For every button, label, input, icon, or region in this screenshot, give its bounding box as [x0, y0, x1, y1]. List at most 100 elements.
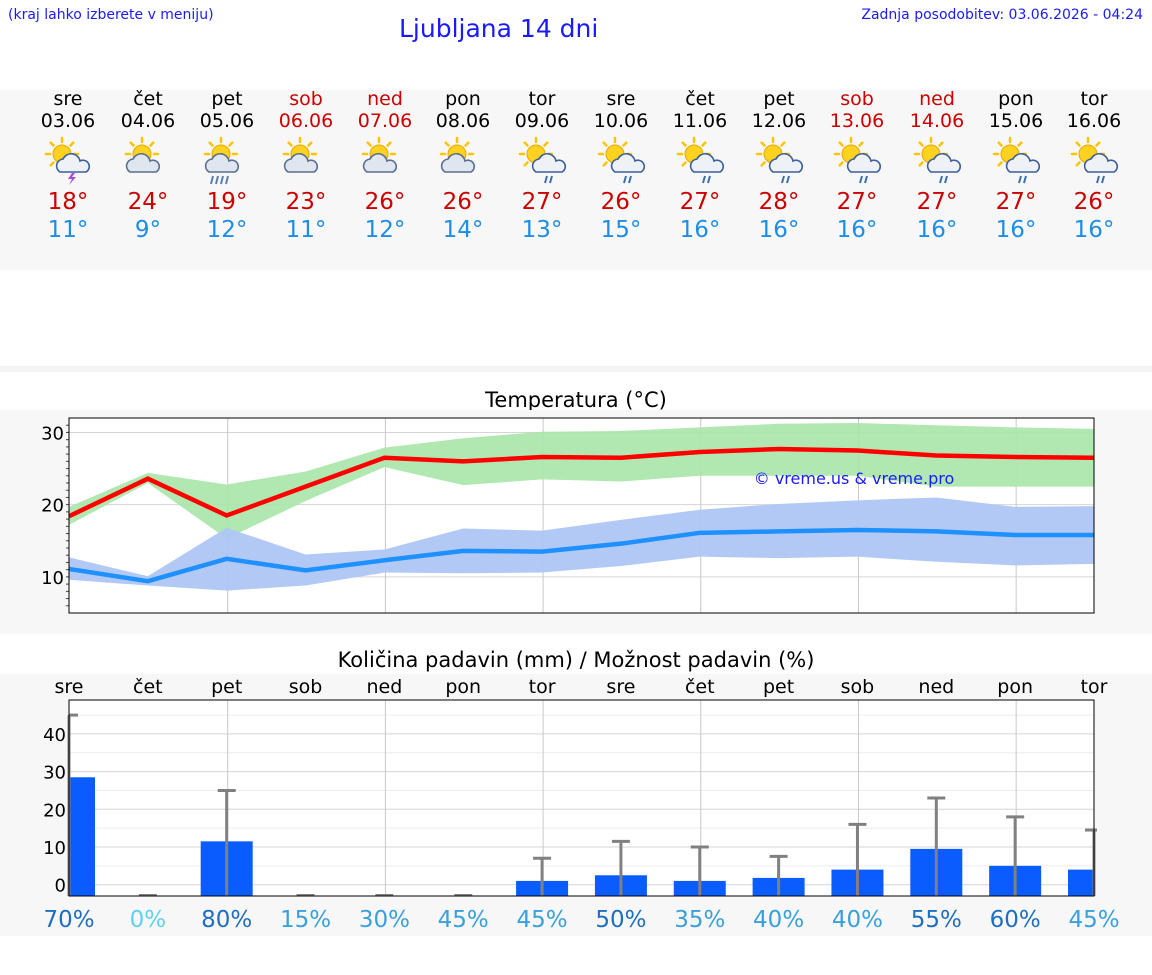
- precip-probability-label: 30%: [359, 907, 410, 933]
- precipitation-chart-panel: sre čet pet sob ned pon tor sre čet pet sob ned pon t…: [0, 674, 1152, 936]
- min-temp-line: [68, 527, 1094, 584]
- max-temperature: 27°: [521, 189, 563, 215]
- max-temp-line: [68, 446, 1095, 519]
- cloud-part: [768, 153, 804, 173]
- day-name: sre: [606, 88, 636, 110]
- day-name: ned: [367, 88, 403, 110]
- y-tick-label: 10: [43, 838, 66, 859]
- precip-bar: [1068, 869, 1094, 896]
- day-column: tor 09.06 27° 13°: [503, 88, 582, 244]
- min-temperature: 13°: [521, 217, 563, 243]
- day-name: pet: [211, 88, 243, 110]
- cloud-part: [362, 153, 398, 173]
- precip-probability-label: 80%: [201, 907, 252, 933]
- sun-cloud-icon: [346, 136, 425, 188]
- min-temperature: 11°: [47, 217, 89, 243]
- day-column: pet 12.06 28° 16°: [740, 88, 819, 244]
- x-day-label: pet: [211, 676, 242, 698]
- day-name: sob: [840, 88, 874, 110]
- sun-cloud-icon: [109, 136, 188, 188]
- day-name: sre: [53, 88, 83, 110]
- sun-cloud-rain-icon: [503, 136, 582, 188]
- plot-border: [68, 417, 1095, 614]
- min-temperature: 16°: [1073, 217, 1115, 243]
- day-name: pon: [998, 88, 1034, 110]
- cloud-part: [283, 153, 319, 173]
- x-day-label: sob: [289, 676, 323, 698]
- day-name: tor: [528, 88, 556, 110]
- sun-cloud-rain-icon: [898, 136, 977, 188]
- day-date: 04.06: [120, 110, 176, 132]
- precip-probability-label: 35%: [674, 907, 725, 933]
- location-hint-link[interactable]: (kraj lahko izberete v meniju): [8, 7, 214, 23]
- day-column: sre 10.06 26° 15°: [582, 88, 661, 244]
- min-temperature: 15°: [600, 217, 642, 243]
- cloud-part: [204, 153, 240, 173]
- precip-probability-label: 55%: [911, 907, 962, 933]
- sun-cloud-rain-icon: [740, 136, 819, 188]
- y-tick-label: 20: [41, 496, 64, 517]
- precip-probability-label: 15%: [280, 907, 331, 933]
- day-date: 11.06: [672, 110, 728, 132]
- day-date: 12.06: [751, 110, 807, 132]
- precip-probability-label: 50%: [595, 907, 646, 933]
- x-day-label: pon: [997, 676, 1033, 698]
- divider: [0, 366, 1152, 372]
- min-temperature: 16°: [836, 217, 878, 243]
- day-column: ned 14.06 27° 16°: [898, 88, 977, 244]
- day-date: 10.06: [593, 110, 649, 132]
- sun-cloud-rain-icon: [977, 136, 1056, 188]
- max-temperature: 27°: [995, 189, 1037, 215]
- forecast-strip: sre 03.06 18° 11° čet 04.06 24° 9° pet 05.06 19° 12…: [0, 88, 1152, 270]
- precip-probability-label: 45%: [517, 907, 568, 933]
- precip-probability-label: 70%: [43, 907, 94, 933]
- min-temperature: 14°: [442, 217, 484, 243]
- max-temperature: 27°: [679, 189, 721, 215]
- min-temperature: 12°: [364, 217, 406, 243]
- min-temperature: 16°: [758, 217, 800, 243]
- day-date: 08.06: [435, 110, 491, 132]
- y-tick-label: 0: [55, 876, 66, 897]
- sun-cloud-rain-icon: [1055, 136, 1134, 188]
- max-temperature: 18°: [47, 189, 89, 215]
- cloud-part: [125, 153, 161, 173]
- max-temperature: 26°: [442, 189, 484, 215]
- y-tick-label: 10: [41, 568, 64, 589]
- min-temperature: 12°: [206, 217, 248, 243]
- day-column: pon 15.06 27° 16°: [977, 88, 1056, 244]
- day-column: čet 04.06 24° 9°: [109, 88, 188, 244]
- max-temperature: 26°: [600, 189, 642, 215]
- cloud-part: [689, 153, 725, 173]
- sun-cloud-icon: [424, 136, 503, 188]
- last-updated: Zadnja posodobitev: 03.06.2026 - 04:24: [861, 7, 1143, 23]
- y-tick-label: 20: [43, 800, 66, 821]
- max-temperature: 26°: [364, 189, 406, 215]
- sun-cloud-rain-icon: [661, 136, 740, 188]
- precip-bar: [69, 777, 95, 896]
- day-date: 15.06: [988, 110, 1044, 132]
- day-date: 09.06: [514, 110, 570, 132]
- x-day-label: čet: [685, 676, 715, 698]
- min-temperature: 9°: [134, 217, 162, 243]
- precipitation-chart-title: Količina padavin (mm) / Možnost padavin …: [337, 648, 815, 672]
- precipitation-chart: sre čet pet sob ned pon tor sre čet pet sob ned pon t…: [43, 676, 1119, 933]
- x-day-label: tor: [529, 676, 556, 698]
- max-temperature: 19°: [206, 189, 248, 215]
- cloud-part: [531, 153, 567, 173]
- day-column: pet 05.06 19° 12°: [188, 88, 267, 244]
- cloud-part: [926, 153, 962, 173]
- min-temperature: 16°: [995, 217, 1037, 243]
- day-name: tor: [1080, 88, 1108, 110]
- precip-probability-label: 40%: [832, 907, 883, 933]
- day-column: sre 03.06 18° 11°: [29, 88, 108, 244]
- day-date: 16.06: [1066, 110, 1122, 132]
- y-tick-label: 30: [43, 763, 66, 784]
- x-day-label: ned: [918, 676, 954, 698]
- x-day-label: sre: [606, 676, 635, 698]
- day-date: 05.06: [199, 110, 255, 132]
- max-temperature: 24°: [127, 189, 169, 215]
- cloud-part: [55, 153, 91, 173]
- day-date: 03.06: [40, 110, 96, 132]
- day-name: sob: [289, 88, 323, 110]
- max-temperature: 26°: [1073, 189, 1115, 215]
